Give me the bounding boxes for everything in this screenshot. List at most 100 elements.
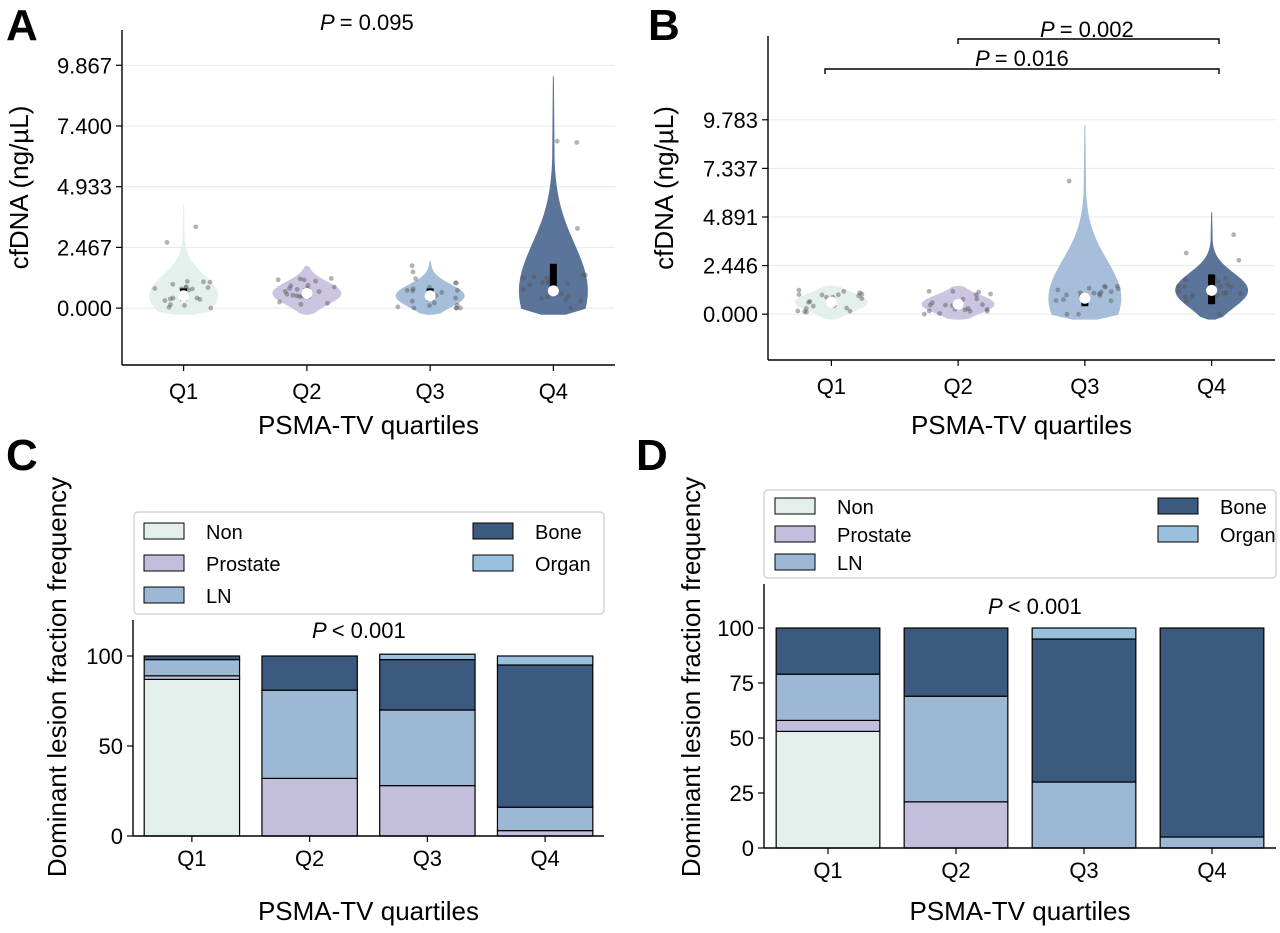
data-point [807,299,813,304]
legend-swatch-bone [472,522,514,540]
data-point [1064,311,1070,317]
data-point [965,306,971,311]
legend-swatch-ln [143,586,185,604]
y-axis-label: Dominant lesion fraction frequency [676,477,706,877]
data-point [439,289,445,295]
data-point [410,286,416,292]
data-point [294,293,300,299]
median-marker [825,296,837,308]
x-axis-label: PSMA-TV quartiles [911,410,1132,440]
data-point [193,224,199,230]
data-point [301,277,307,283]
data-point [538,295,544,301]
legend-label-prostate: Prostate [206,554,280,576]
data-point [796,292,802,297]
violin-q3 [395,260,465,315]
data-point [183,284,189,290]
data-point [458,305,463,311]
data-point [410,269,416,275]
data-point [1108,289,1114,295]
bar-segment-prostate [379,784,476,837]
data-point [929,300,935,306]
data-point [290,292,296,298]
y-tick-label: 9.867 [57,53,112,78]
data-point [1091,290,1097,296]
data-point [395,304,401,310]
median-marker [1206,284,1218,296]
data-point [984,308,990,314]
data-point [521,275,526,281]
data-point [197,296,203,302]
bar-segment-ln [903,695,1009,803]
data-point [313,278,319,284]
data-point [182,303,187,308]
data-point [1190,292,1196,298]
data-point [1098,289,1104,295]
y-tick-label: 0.000 [57,296,112,321]
y-tick-label: 9.783 [703,108,758,133]
bar-segment-ln [496,806,594,832]
legend-label-organ: Organ [1220,525,1276,547]
legend-label-bone: Bone [1220,497,1267,519]
data-point [454,302,460,308]
legend-label-bone: Bone [535,522,582,544]
data-point [962,307,968,313]
data-point [1215,279,1221,285]
pvalue-d: P < 0.001 [988,594,1082,619]
p-symbol: P [1040,17,1055,42]
y-tick-label: 50 [99,734,123,759]
legend-swatch-bone [1157,497,1199,515]
data-point [1176,289,1182,294]
data-point [404,287,410,293]
legend-label-non: Non [206,522,243,544]
data-point [564,281,570,286]
panel-b-violin-chart: 0.000 2.446 4.891 7.337 9.783 Q1 Q2 Q3 Q4 PSMA-TV… [649,36,1275,440]
data-point [527,282,533,288]
data-point [1189,294,1195,300]
data-point [926,308,932,314]
panel-label-b: B [648,1,680,50]
data-point [1236,257,1242,263]
median-marker [301,287,313,299]
data-point [166,304,172,310]
data-point [305,282,311,288]
y-tick-label: 7.400 [57,114,112,139]
data-point [207,279,213,285]
data-point [454,280,459,286]
x-axis-label: PSMA-TV quartiles [258,896,479,926]
data-point [170,281,176,287]
data-point [1176,283,1181,289]
data-point [409,298,415,304]
bar-segment-ln [1159,836,1265,849]
legend-swatch-prostate [143,554,185,572]
panel-label-c: C [6,431,38,480]
bar-segment-ln [379,709,476,787]
bar-segment-bone [1159,627,1265,838]
panel-a-violin-chart: 0.000 2.467 4.933 7.400 9.867 Q1 Q2 Q3 Q4 PSMA-TV… [4,30,615,440]
legend-swatch-organ [1157,525,1199,543]
data-point [1223,290,1229,296]
data-point [1061,297,1066,302]
legend-box [763,489,1277,579]
data-point [1115,286,1121,292]
pvalue-a-text: = 0.095 [340,10,414,35]
pvalue-c-text: < 0.001 [332,618,406,643]
bar-segment-organ [496,655,594,666]
data-point [859,291,865,297]
data-point [580,272,586,278]
y-tick-label: 2.446 [703,254,758,279]
data-point [325,300,330,306]
panel-c-stacked-bar-chart: 0 50 100 Q1 Q2 Q3 Q4 PSMA-TV quartiles Dominant … [42,477,605,926]
legend-swatch-organ [472,554,514,572]
pvalue-b-bottom-text: = 0.016 [995,46,1069,71]
data-point [544,294,550,300]
data-point [531,274,537,280]
panel-d-stacked-bar-chart: 0 25 50 75 100 Q1 Q2 Q3 Q4 PSMA-TV quartiles Domin… [676,477,1277,926]
bar-segment-ln [143,658,241,677]
data-point [1182,277,1188,283]
pvalue-d-text: < 0.001 [1008,594,1082,619]
y-axis-label: cfDNA (ng/µL) [4,106,34,270]
data-point [194,295,200,301]
y-tick-label: 0 [111,824,123,849]
